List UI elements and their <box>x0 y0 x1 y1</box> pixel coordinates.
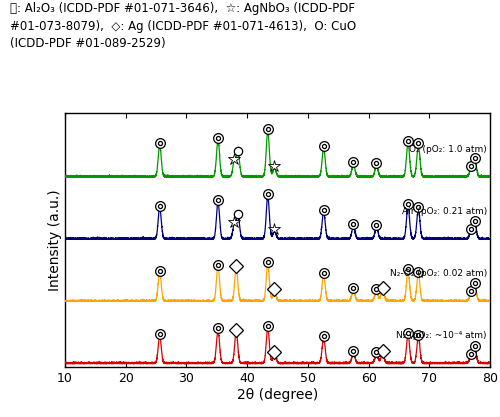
Text: N₂-O₂ (pO₂: 0.02 atm): N₂-O₂ (pO₂: 0.02 atm) <box>390 269 487 278</box>
Text: N₂ (pO₂: ~10⁻⁴ atm): N₂ (pO₂: ~10⁻⁴ atm) <box>396 332 487 340</box>
X-axis label: 2θ (degree): 2θ (degree) <box>237 387 318 402</box>
Text: O₂ (pO₂: 1.0 atm): O₂ (pO₂: 1.0 atm) <box>409 145 487 154</box>
Y-axis label: Intensity (a.u.): Intensity (a.u.) <box>48 189 62 291</box>
Text: Air (pO₂: 0.21 atm): Air (pO₂: 0.21 atm) <box>402 207 487 216</box>
Text: ⓪: Al₂O₃ (ICDD-PDF #01-071-3646),  ☆: AgNbO₃ (ICDD-PDF
#01-073-8079),  ◇: Ag (IC: ⓪: Al₂O₃ (ICDD-PDF #01-071-3646), ☆: AgN… <box>10 2 356 50</box>
